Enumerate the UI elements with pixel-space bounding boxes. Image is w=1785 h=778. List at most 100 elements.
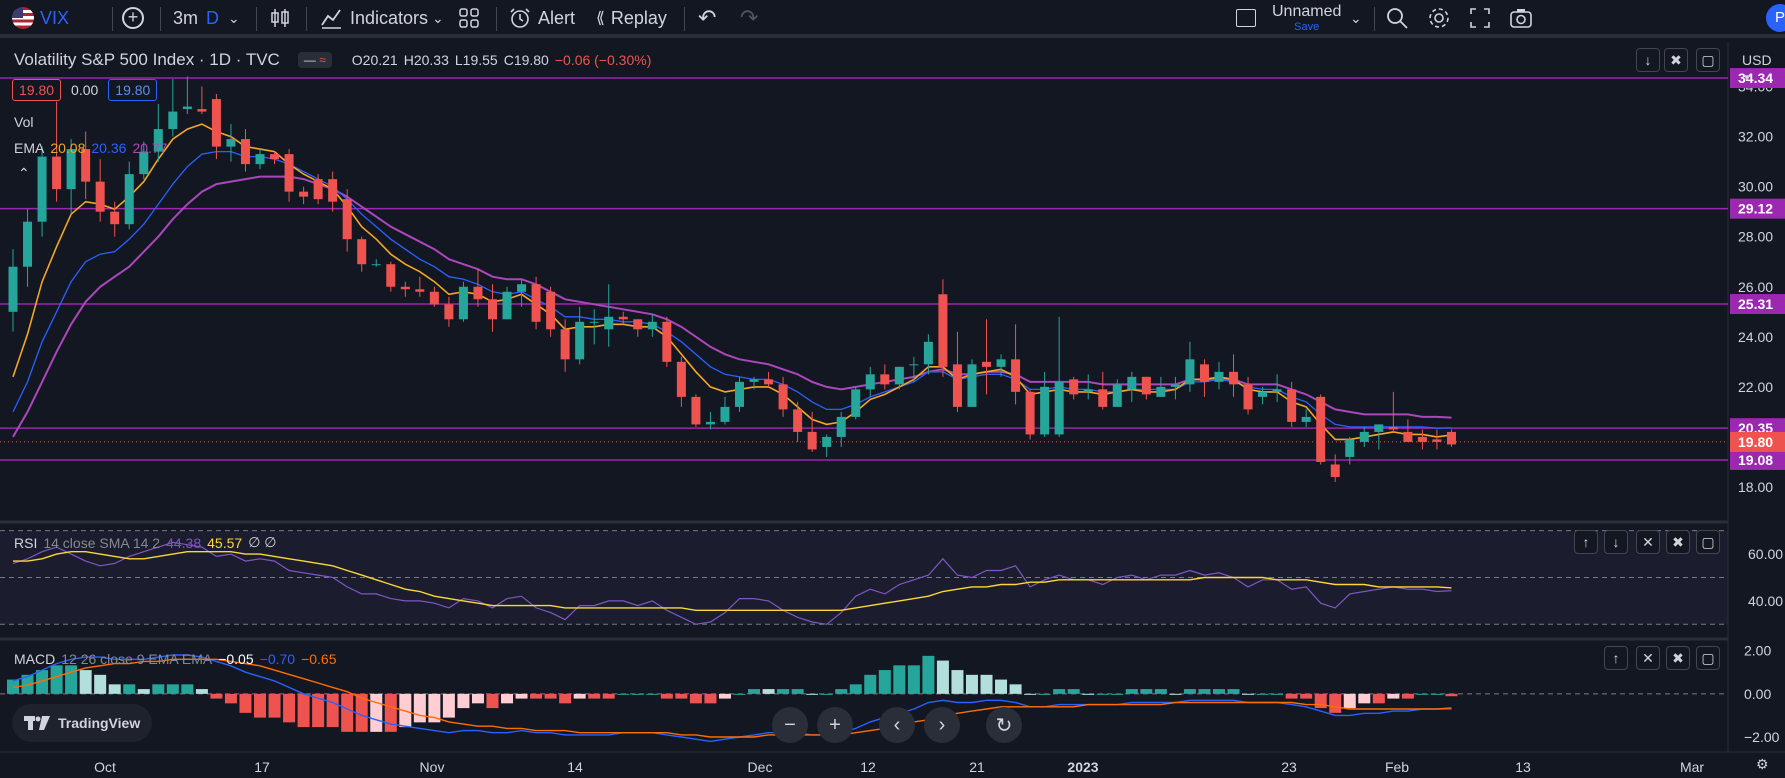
macd-histogram-bar xyxy=(1401,693,1414,699)
last-price-tag xyxy=(1730,431,1785,452)
symbol-legend: Volatility S&P 500 Index · 1D · TVC — ≈ … xyxy=(14,50,651,70)
macd-move-up-button[interactable]: ↑ xyxy=(1604,646,1628,670)
candle-body xyxy=(23,221,33,267)
price-tick-label: 30.00 xyxy=(1738,179,1773,195)
layout-dropdown-button[interactable]: ⌄ xyxy=(1350,0,1362,36)
macd-histogram-bar xyxy=(588,693,601,699)
indicators-button[interactable]: Indicators xyxy=(320,0,428,36)
rsi-close-button[interactable]: ✕ xyxy=(1636,530,1660,554)
ohlc-open: O20.21 xyxy=(351,52,398,68)
macd-histogram-bar xyxy=(864,674,877,694)
candle-body xyxy=(982,361,992,367)
macd-histogram-bar xyxy=(965,674,978,694)
rsi-legend: RSI 14 close SMA 14 2 44.38 45.57 ∅ ∅ xyxy=(14,534,276,551)
time-tick-label: Oct xyxy=(94,759,116,775)
macd-histogram-bar xyxy=(1024,693,1037,695)
candle-body xyxy=(618,316,628,320)
macd-histogram-bar xyxy=(878,670,891,694)
price-tick-label: 22.00 xyxy=(1738,379,1773,395)
currency-select[interactable]: USD ▼ xyxy=(1742,52,1785,84)
candle-body xyxy=(778,384,788,410)
tradingview-logo[interactable]: TradingView xyxy=(12,704,153,742)
symbol-title: Volatility S&P 500 Index · 1D · TVC xyxy=(14,50,280,69)
macd-maximize-button[interactable]: ▢ xyxy=(1696,646,1720,670)
replay-button[interactable]: ⟪ Replay xyxy=(596,0,667,36)
candle-body xyxy=(1199,364,1209,382)
bid-price-box[interactable]: 19.80 xyxy=(12,79,62,101)
candle-body xyxy=(589,321,599,323)
candle-body xyxy=(1040,386,1050,435)
search-icon xyxy=(1387,8,1408,29)
visibility-toggle[interactable]: — ≈ xyxy=(297,52,332,68)
range-button[interactable]: D xyxy=(206,0,219,36)
rsi-collapse-button[interactable]: ✖ xyxy=(1666,530,1690,554)
candles-icon xyxy=(271,9,289,27)
tradingview-mark-icon xyxy=(24,716,50,730)
indicators-label: Indicators xyxy=(350,7,429,28)
zoom-out-button[interactable]: − xyxy=(772,707,808,743)
candle-body xyxy=(764,379,774,385)
profile-avatar[interactable]: P xyxy=(1766,0,1785,36)
macd-histogram-bar xyxy=(1038,693,1051,695)
maximize-icon: ▢ xyxy=(1701,533,1715,550)
collapse-legend-button[interactable]: ⌃ xyxy=(18,165,30,182)
search-button[interactable] xyxy=(1386,0,1408,36)
rsi-move-down-button[interactable]: ↓ xyxy=(1604,530,1628,554)
redo-button[interactable]: ↷ xyxy=(740,0,758,36)
fullscreen-button[interactable] xyxy=(1469,0,1491,36)
candle-body xyxy=(299,191,309,197)
indicators-dropdown-button[interactable]: ⌄ xyxy=(432,0,444,36)
compare-add-button[interactable]: + xyxy=(122,0,144,36)
maximize-pane-button[interactable]: ▢ xyxy=(1696,48,1720,72)
price-tick-label: 24.00 xyxy=(1738,329,1773,345)
scroll-right-button[interactable]: › xyxy=(924,707,960,743)
gear-icon xyxy=(1429,8,1449,28)
scroll-left-button[interactable]: ‹ xyxy=(879,707,915,743)
reset-icon: ↻ xyxy=(995,714,1013,737)
candle-body xyxy=(211,99,221,147)
undo-button[interactable]: ↶ xyxy=(698,0,716,36)
macd-close-button[interactable]: ✕ xyxy=(1636,646,1660,670)
macd-collapse-button[interactable]: ✖ xyxy=(1666,646,1690,670)
rsi-maximize-button[interactable]: ▢ xyxy=(1696,530,1720,554)
arrow-down-icon: ↓ xyxy=(1644,52,1652,68)
macd-histogram-bar xyxy=(442,693,455,718)
collapse-pane-button[interactable]: ✖ xyxy=(1664,48,1688,72)
alert-button[interactable]: Alert xyxy=(508,0,575,36)
collapse-icon: ✖ xyxy=(1672,649,1684,666)
candle-body xyxy=(400,286,410,290)
candle-body xyxy=(952,364,962,407)
separator xyxy=(1374,7,1375,31)
symbol-search-button[interactable]: VIX xyxy=(12,0,69,36)
maximize-icon: ▢ xyxy=(1701,51,1715,68)
move-pane-down-button[interactable]: ↓ xyxy=(1636,48,1660,72)
chart-canvas[interactable]: 34.0032.0030.0028.0026.0024.0022.0020.00… xyxy=(0,42,1785,778)
chart-type-button[interactable] xyxy=(270,0,290,36)
chevron-down-icon: ⌄ xyxy=(432,9,444,26)
reset-chart-button[interactable]: ↻ xyxy=(986,707,1022,743)
rsi-move-up-button[interactable]: ↑ xyxy=(1574,530,1598,554)
separator xyxy=(684,7,685,31)
candle-body xyxy=(793,409,803,432)
layout-name-button[interactable]: Unnamed Save xyxy=(1272,0,1341,36)
candle-body xyxy=(560,329,570,360)
macd-tick-label: 2.00 xyxy=(1744,643,1771,659)
settings-button[interactable] xyxy=(1427,0,1451,36)
axis-settings-button[interactable]: ⚙ xyxy=(1756,756,1769,773)
grid-icon xyxy=(459,8,479,28)
macd-histogram-bar xyxy=(718,693,731,699)
macd-histogram-bar xyxy=(806,693,819,695)
snapshot-button[interactable] xyxy=(1509,0,1533,36)
macd-histogram-bar xyxy=(791,689,804,694)
layout-select-button[interactable] xyxy=(1236,0,1256,36)
interval-dropdown-button[interactable]: ⌄ xyxy=(228,0,240,36)
interval-button[interactable]: 3m xyxy=(173,0,198,36)
zoom-in-button[interactable]: + xyxy=(817,707,853,743)
ask-price-box[interactable]: 19.80 xyxy=(108,79,158,101)
templates-button[interactable] xyxy=(458,0,480,36)
time-tick-label: Mar xyxy=(1680,759,1704,775)
chart-area[interactable]: 34.0032.0030.0028.0026.0024.0022.0020.00… xyxy=(0,42,1785,778)
macd-histogram-bar xyxy=(1067,689,1080,694)
plus-icon: + xyxy=(829,713,841,736)
candle-body xyxy=(1316,396,1326,462)
